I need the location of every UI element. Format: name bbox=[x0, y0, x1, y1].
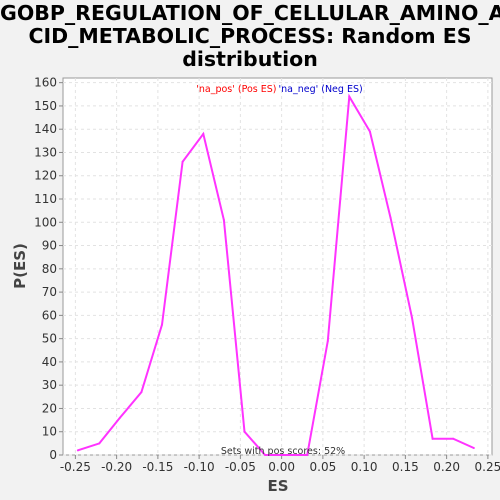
es-data-point bbox=[472, 447, 475, 450]
y-tick-label: 70 bbox=[42, 285, 57, 299]
chart-title-line-1: GOBP_REGULATION_OF_CELLULAR_AMINO_A bbox=[0, 1, 500, 25]
y-tick-label: 0 bbox=[49, 448, 57, 462]
es-data-point bbox=[181, 160, 184, 163]
chart-title: GOBP_REGULATION_OF_CELLULAR_AMINO_A CID_… bbox=[0, 2, 500, 71]
x-tick-label: 0.15 bbox=[392, 460, 419, 474]
y-tick-label: 160 bbox=[34, 76, 57, 90]
legend-entry-pos: 'na_pos' (Pos ES) bbox=[196, 84, 276, 95]
es-data-point bbox=[285, 454, 288, 456]
y-tick-label: 90 bbox=[42, 239, 57, 253]
y-tick-label: 140 bbox=[34, 122, 57, 136]
y-tick-label: 30 bbox=[42, 378, 57, 392]
es-data-point bbox=[161, 323, 163, 326]
es-data-point bbox=[264, 454, 267, 456]
series-layer bbox=[76, 93, 475, 456]
y-tick-label: 20 bbox=[42, 401, 57, 415]
es-data-point bbox=[118, 416, 121, 419]
es-data-point bbox=[76, 449, 79, 452]
x-tick-label: -0.20 bbox=[101, 460, 132, 474]
y-tick-label: 100 bbox=[34, 215, 57, 229]
axis-layer: 0 10 20 30 40 50 60 70 80 90 100 110 120 130 140 150 160… bbox=[34, 76, 500, 474]
y-tick-label: 40 bbox=[42, 355, 57, 369]
es-data-point bbox=[389, 216, 392, 219]
es-data-point bbox=[410, 316, 413, 319]
y-tick-label: 120 bbox=[34, 169, 57, 183]
chart-title-line-2: CID_METABOLIC_PROCESS: Random ES bbox=[28, 24, 472, 48]
y-tick-label: 150 bbox=[34, 99, 57, 113]
es-data-point bbox=[98, 442, 101, 445]
x-tick-label: 0.20 bbox=[433, 460, 460, 474]
y-tick-label: 60 bbox=[42, 308, 57, 322]
legend-entry-neg: 'na_neg' (Neg ES) bbox=[279, 84, 363, 95]
x-tick-label: 0.00 bbox=[268, 460, 295, 474]
pos-scores-annotation: Sets with pos scores: 52% bbox=[221, 446, 345, 457]
es-data-point bbox=[306, 454, 309, 456]
x-tick-label: 0.05 bbox=[310, 460, 337, 474]
es-data-point bbox=[202, 132, 205, 135]
es-distribution-line bbox=[77, 93, 475, 456]
y-tick-label: 110 bbox=[34, 192, 57, 206]
x-tick-label: 0.25 bbox=[475, 460, 500, 474]
es-data-point bbox=[140, 391, 143, 394]
y-axis-title: P(ES) bbox=[11, 243, 29, 289]
x-tick-label: 0.10 bbox=[351, 460, 378, 474]
x-tick-label: -0.15 bbox=[142, 460, 173, 474]
es-data-point bbox=[243, 430, 246, 433]
y-tick-label: 130 bbox=[34, 145, 57, 159]
es-data-point bbox=[452, 437, 455, 440]
x-tick-label: -0.10 bbox=[184, 460, 215, 474]
es-data-point bbox=[368, 130, 371, 133]
x-tick-label: -0.25 bbox=[60, 460, 91, 474]
legend: 'na_pos' (Pos ES)'na_neg' (Neg ES) bbox=[196, 84, 362, 95]
es-data-point bbox=[222, 218, 225, 221]
chart-title-line-3: distribution bbox=[182, 47, 318, 71]
es-data-point bbox=[348, 95, 351, 98]
x-axis-title: ES bbox=[267, 477, 288, 495]
es-data-point bbox=[431, 437, 434, 440]
x-tick-label: -0.05 bbox=[225, 460, 256, 474]
plot-area bbox=[62, 77, 493, 456]
y-tick-label: 10 bbox=[42, 425, 57, 439]
y-tick-label: 80 bbox=[42, 262, 57, 276]
es-data-point bbox=[326, 339, 329, 342]
y-tick-label: 50 bbox=[42, 332, 57, 346]
